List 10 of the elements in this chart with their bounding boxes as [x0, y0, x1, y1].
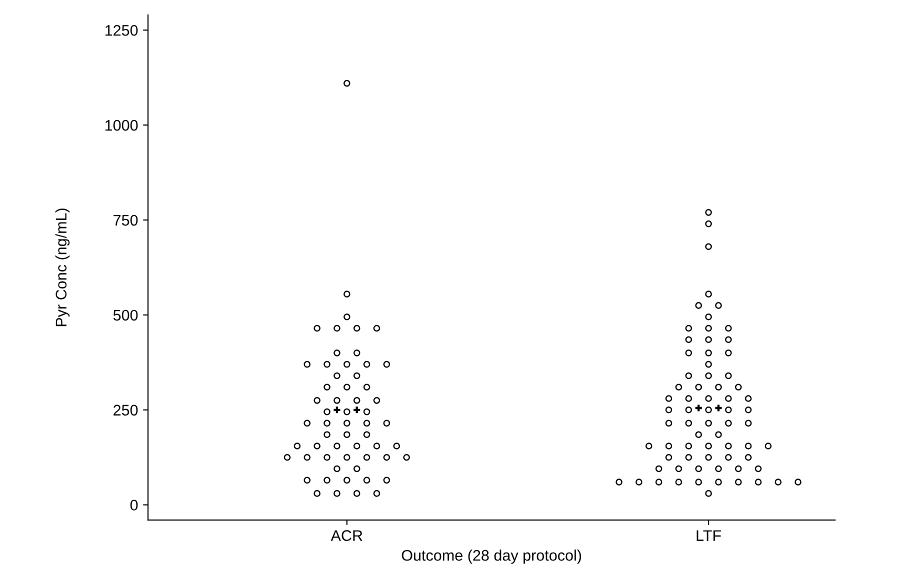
y-tick-label: 750 [114, 214, 138, 226]
y-axis-title: Pyr Conc (ng/mL) [55, 208, 70, 326]
y-tick-label: 1250 [105, 24, 138, 36]
x-axis-title: Outcome (28 day protocol) [402, 550, 582, 564]
x-tick-label: LTF [696, 530, 721, 541]
y-tick-label: 0 [130, 500, 138, 511]
y-tick-label: 250 [114, 404, 138, 416]
y-tick-label: 1000 [105, 120, 138, 131]
x-tick-label: ACR [330, 530, 362, 541]
y-tick-label: 500 [113, 310, 138, 321]
